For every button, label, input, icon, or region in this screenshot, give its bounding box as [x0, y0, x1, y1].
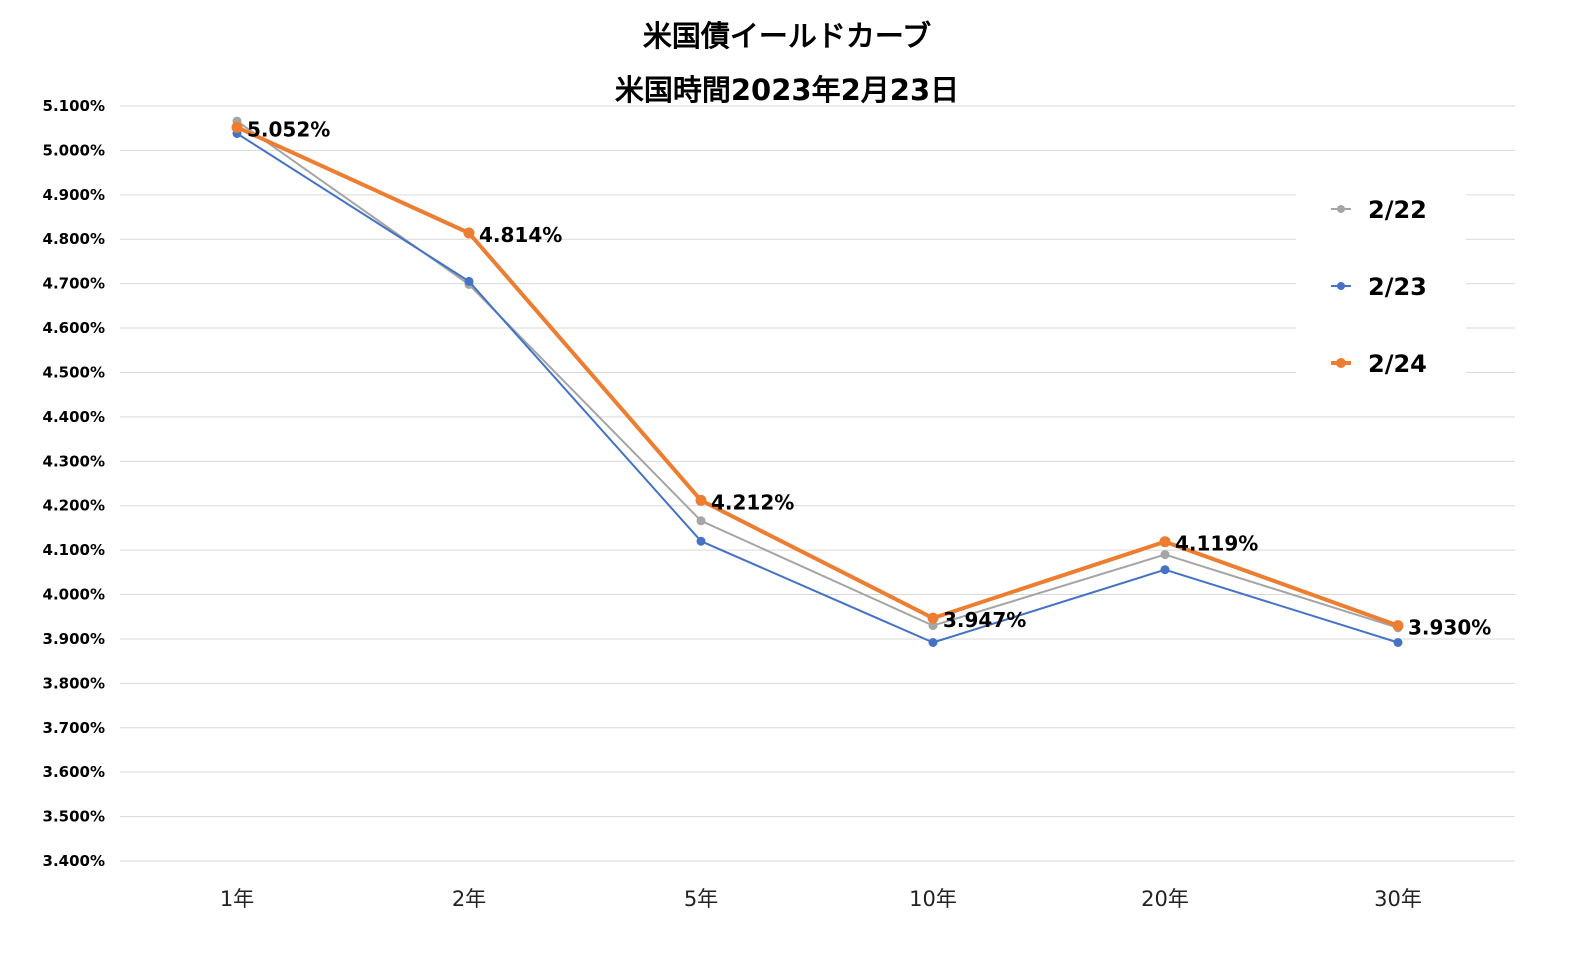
y-tick-label: 3.900% — [43, 630, 105, 648]
data-point — [1160, 565, 1170, 575]
data-label: 5.052% — [247, 117, 330, 141]
data-point — [927, 612, 939, 624]
chart-subtitle: 米国時間2023年2月23日 — [614, 73, 960, 107]
y-tick-label: 4.300% — [43, 452, 105, 470]
data-point — [695, 494, 707, 506]
y-tick-label: 3.600% — [43, 763, 105, 781]
y-tick-label: 4.200% — [43, 497, 105, 515]
data-point — [1159, 536, 1171, 548]
x-tick-label: 30年 — [1374, 887, 1422, 911]
y-tick-label: 5.100% — [43, 97, 105, 115]
y-tick-label: 4.800% — [43, 230, 105, 248]
data-label: 4.814% — [479, 223, 562, 247]
x-tick-label: 1年 — [220, 887, 254, 911]
data-point — [1160, 550, 1170, 560]
data-point — [696, 536, 706, 546]
legend-marker — [1336, 358, 1346, 368]
legend: 2/22 2/23 2/24 — [1296, 172, 1466, 404]
data-point — [1393, 638, 1403, 647]
y-tick-label: 5.000% — [43, 141, 105, 159]
y-tick-label: 3.800% — [43, 674, 105, 692]
x-tick-label: 2年 — [452, 887, 486, 911]
data-point — [696, 516, 706, 526]
legend-label: 2/22 — [1368, 196, 1427, 224]
y-tick-label: 4.100% — [43, 541, 105, 559]
series-lines — [231, 116, 1404, 647]
legend-label: 2/23 — [1368, 273, 1427, 301]
x-axis: 1年 2年 5年 10年 20年 30年 — [220, 887, 1422, 911]
y-tick-label: 4.900% — [43, 186, 105, 204]
data-labels: 5.052% 4.814% 4.212% 3.947% 4.119% 3.930% — [247, 117, 1491, 639]
y-tick-label: 4.000% — [43, 586, 105, 604]
data-point — [463, 227, 475, 239]
legend-marker — [1337, 282, 1345, 290]
y-tick-label: 4.400% — [43, 408, 105, 426]
data-label: 3.930% — [1408, 616, 1491, 640]
series-line-2/24 — [236, 125, 1399, 628]
x-tick-label: 10年 — [909, 887, 957, 911]
legend-marker — [1337, 205, 1345, 213]
data-point — [928, 621, 938, 631]
data-point — [464, 276, 474, 286]
series-line-2/23 — [236, 132, 1399, 644]
y-tick-label: 4.700% — [43, 275, 105, 293]
y-axis: 5.100% 5.000% 4.900% 4.800% 4.700% 4.600% 4.50… — [43, 97, 105, 870]
data-label: 3.947% — [943, 608, 1026, 632]
y-tick-label: 4.500% — [43, 363, 105, 381]
chart-title: 米国債イールドカーブ — [642, 19, 932, 53]
y-tick-label: 3.400% — [43, 852, 105, 870]
data-point — [231, 121, 243, 133]
x-tick-label: 5年 — [684, 887, 718, 911]
data-label: 4.119% — [1175, 532, 1258, 556]
gridlines — [120, 105, 1515, 862]
y-tick-label: 3.700% — [43, 719, 105, 737]
x-tick-label: 20年 — [1141, 887, 1189, 911]
legend-label: 2/24 — [1368, 350, 1427, 378]
data-point — [928, 638, 938, 647]
data-label: 4.212% — [711, 490, 794, 514]
legend-box — [1296, 172, 1466, 404]
y-tick-label: 4.600% — [43, 319, 105, 337]
data-point — [1392, 620, 1404, 632]
y-tick-label: 3.500% — [43, 808, 105, 826]
